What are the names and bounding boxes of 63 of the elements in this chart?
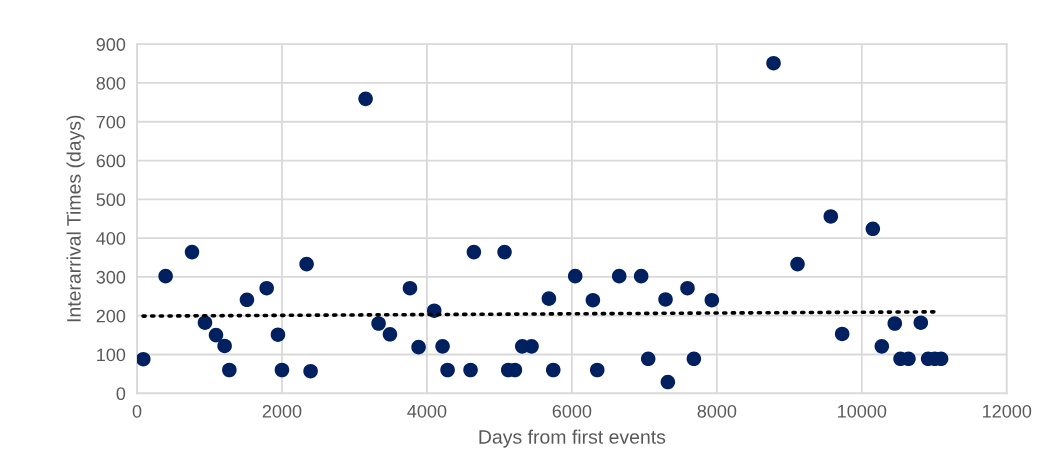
point [611, 268, 627, 284]
point [497, 244, 512, 260]
x-tick-label: 6000 [552, 404, 592, 418]
point [658, 292, 673, 307]
point [358, 91, 373, 107]
point [790, 256, 805, 272]
point [463, 362, 478, 378]
y-tick-label: 0 [116, 387, 126, 401]
x-axis-title: Days from first events [479, 429, 666, 448]
point [640, 351, 656, 367]
y-axis-title: Interarrival Times (days) [66, 115, 85, 322]
point [303, 363, 318, 379]
point [913, 315, 929, 330]
x-tick-label: 8000 [697, 404, 737, 418]
y-tick-label: 400 [96, 232, 126, 245]
y-tick-label: 300 [96, 270, 126, 284]
point [270, 327, 286, 343]
y-tick-label: 700 [96, 115, 126, 129]
point [834, 326, 850, 342]
point [371, 316, 386, 331]
y-tick-label: 100 [97, 348, 126, 362]
point [567, 268, 583, 284]
point [660, 374, 676, 390]
x-tick-label: 4000 [407, 404, 447, 418]
point [197, 315, 213, 330]
point [887, 316, 903, 331]
x-tick-label: 2000 [262, 404, 302, 418]
y-tick-label: 200 [96, 309, 126, 323]
point [466, 244, 482, 260]
point [184, 244, 200, 260]
point [299, 256, 314, 272]
point [589, 362, 605, 378]
x-tick-label: 0 [132, 404, 142, 418]
point [585, 292, 601, 308]
y-tick-label: 900 [96, 38, 126, 51]
x-tick-label: 12000 [983, 404, 1032, 418]
point [435, 339, 450, 354]
point [865, 221, 881, 237]
y-tick-label: 500 [96, 193, 126, 207]
point [633, 268, 649, 284]
point [158, 268, 173, 284]
point [402, 280, 418, 296]
point [222, 362, 237, 378]
point [545, 362, 561, 378]
y-tick-label: 600 [96, 154, 126, 168]
point [239, 292, 255, 308]
point [137, 351, 151, 367]
point [686, 351, 702, 367]
point [541, 291, 557, 306]
point [680, 280, 695, 296]
x-tick-label: 10000 [838, 404, 887, 418]
point [766, 55, 781, 71]
point [259, 280, 274, 296]
point [208, 327, 224, 343]
point [874, 339, 890, 354]
point [382, 327, 398, 342]
y-tick-label: 800 [96, 76, 126, 90]
point [274, 362, 290, 378]
point [217, 338, 232, 354]
point [411, 339, 426, 355]
point [823, 209, 839, 224]
point [440, 362, 455, 378]
point [704, 292, 720, 308]
